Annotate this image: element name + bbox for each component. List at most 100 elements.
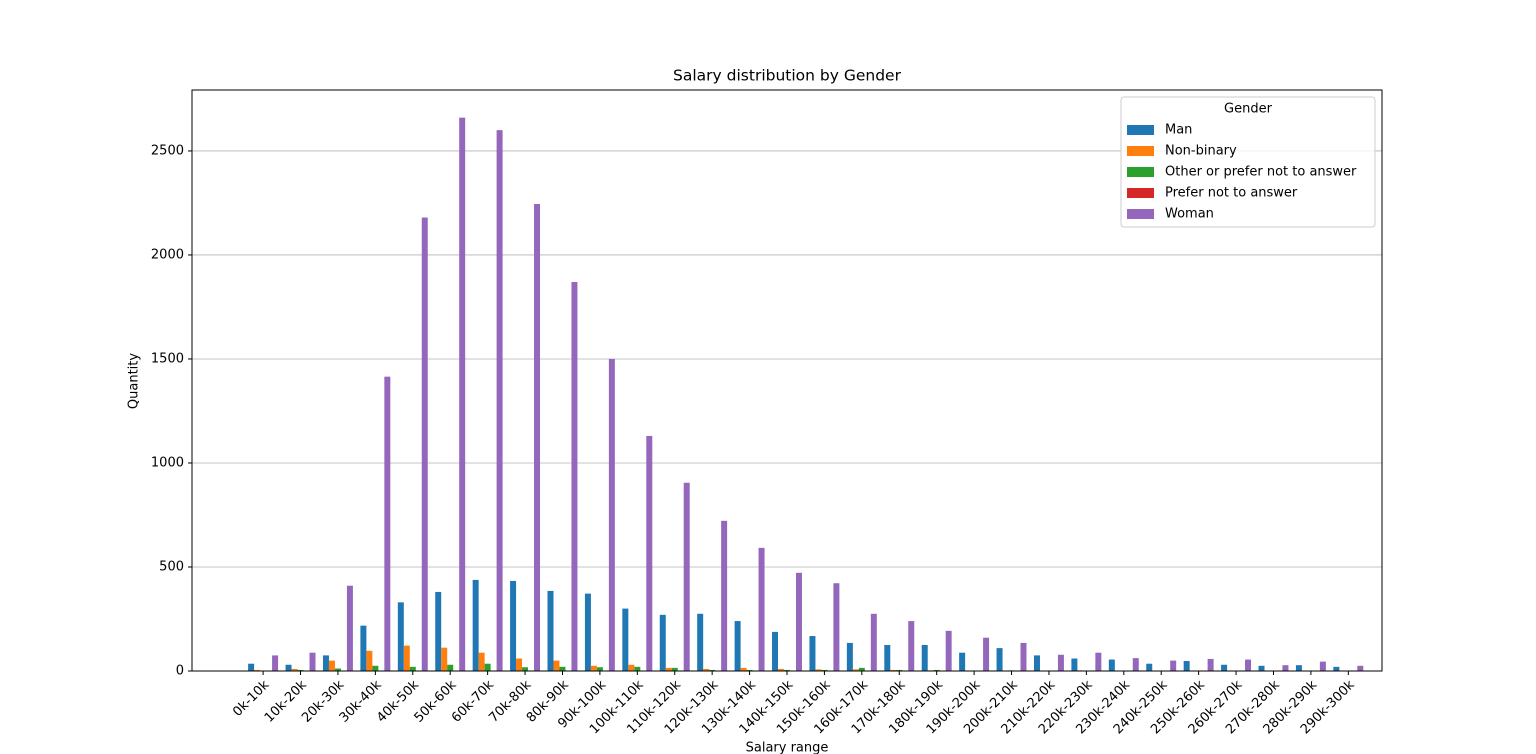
bar	[1245, 659, 1252, 671]
bar	[1258, 665, 1265, 671]
bar	[815, 669, 822, 671]
bar	[459, 117, 466, 671]
bar	[384, 376, 391, 671]
bar	[945, 630, 952, 671]
bar	[746, 669, 753, 671]
bar	[996, 648, 1003, 671]
bar	[833, 583, 840, 671]
bar	[254, 669, 261, 671]
bar	[734, 621, 741, 671]
legend-swatch	[1127, 188, 1154, 198]
bar	[272, 655, 279, 671]
legend-swatch	[1127, 209, 1154, 219]
bar	[435, 591, 442, 671]
bar	[248, 663, 255, 671]
bar	[360, 625, 367, 671]
bar	[870, 613, 877, 671]
bar	[665, 667, 672, 671]
legend-label: Non-binary	[1165, 144, 1237, 159]
bar	[1282, 665, 1289, 671]
bar	[659, 614, 666, 671]
bar	[496, 130, 503, 671]
bar	[285, 664, 292, 671]
bar	[821, 669, 828, 671]
bar	[1170, 660, 1177, 671]
bar	[484, 663, 491, 671]
bar	[441, 647, 448, 671]
bar	[547, 590, 554, 671]
bar	[1207, 658, 1214, 671]
bar	[409, 666, 416, 671]
bar	[297, 669, 304, 671]
legend-swatch	[1127, 167, 1154, 177]
bar	[1221, 664, 1228, 671]
bar	[522, 667, 529, 671]
legend-title: Gender	[1224, 102, 1273, 117]
bar	[697, 613, 704, 671]
bar	[983, 637, 990, 671]
bar	[328, 660, 335, 671]
bar	[721, 520, 728, 671]
bar	[622, 608, 629, 671]
bar	[795, 572, 802, 671]
bar	[346, 585, 353, 671]
bar	[884, 644, 891, 671]
bar	[478, 652, 485, 671]
bar	[1020, 642, 1027, 671]
legend-label: Prefer not to answer	[1165, 186, 1298, 201]
bar	[366, 650, 373, 671]
bar	[334, 668, 341, 671]
bar	[959, 652, 966, 671]
bar	[571, 282, 578, 671]
bar	[896, 669, 903, 671]
bar	[1295, 665, 1302, 671]
bar	[516, 658, 523, 671]
bar	[778, 668, 785, 671]
bar	[403, 645, 410, 671]
bar	[1319, 661, 1326, 671]
bar	[372, 665, 379, 671]
y-tick-label: 2500	[151, 143, 184, 158]
bar	[1146, 663, 1153, 671]
bar	[809, 636, 816, 671]
bar	[590, 665, 597, 671]
bar	[309, 652, 316, 671]
x-axis-label: Salary range	[746, 741, 829, 754]
bars	[248, 117, 1364, 671]
bar	[1057, 654, 1064, 671]
bar	[608, 358, 615, 671]
bar	[1108, 659, 1115, 671]
bar	[559, 666, 566, 671]
bar	[634, 666, 641, 671]
bar	[683, 482, 690, 671]
bar	[510, 580, 517, 671]
bar	[858, 667, 865, 671]
legend-swatch	[1127, 125, 1154, 135]
bar	[908, 621, 915, 671]
legend-label: Man	[1165, 123, 1192, 138]
bar	[322, 655, 329, 671]
bar	[472, 579, 479, 671]
legend-box	[1120, 96, 1376, 228]
bar	[1183, 661, 1190, 671]
y-tick-label: 2000	[151, 247, 184, 262]
bar	[852, 669, 859, 671]
bar	[784, 669, 790, 671]
bar	[890, 669, 897, 671]
bar	[534, 203, 541, 671]
bar	[758, 547, 765, 671]
bar	[646, 435, 653, 671]
legend-swatch	[1127, 146, 1154, 156]
y-tick-label: 0	[176, 664, 184, 679]
y-tick-label: 1000	[151, 455, 184, 470]
y-tick-label: 500	[159, 559, 184, 574]
bar	[1333, 666, 1340, 671]
bar	[596, 667, 603, 671]
bar	[740, 667, 747, 671]
legend-label: Other or prefer not to answer	[1165, 165, 1357, 180]
bar	[628, 664, 635, 671]
y-axis-label: Quantity	[127, 353, 142, 409]
bar	[421, 217, 428, 671]
bar	[447, 664, 454, 671]
